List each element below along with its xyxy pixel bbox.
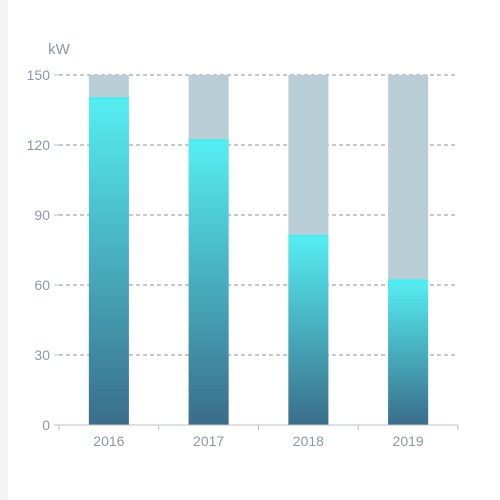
- y-axis-ticks: 0 30 60 90 120 150: [27, 67, 59, 433]
- y-tick-label: 90: [34, 207, 50, 223]
- y-tick-label: 30: [34, 347, 50, 363]
- x-tick-label: 2019: [393, 433, 424, 449]
- background-bars: [88, 75, 429, 425]
- y-tick-label: 0: [42, 417, 50, 433]
- y-tick-label: 60: [34, 277, 50, 293]
- x-tick-label: 2017: [193, 433, 224, 449]
- value-bars: [88, 97, 429, 426]
- bar-top-cap: [388, 279, 429, 282]
- x-tick-label: 2018: [293, 433, 324, 449]
- y-axis-unit-label: kW: [48, 41, 71, 58]
- bar: [388, 280, 429, 425]
- y-tick-label: 120: [27, 137, 51, 153]
- bar: [188, 140, 229, 426]
- x-tick-label: 2016: [93, 433, 124, 449]
- bar-top-cap: [188, 139, 229, 142]
- x-axis-ticks: 2016 2017 2018 2019: [58, 425, 459, 449]
- bar: [88, 98, 129, 425]
- y-tick-label: 150: [27, 67, 51, 83]
- bar: [288, 236, 329, 425]
- bar-top-cap: [88, 97, 129, 100]
- bar-top-cap: [288, 235, 329, 238]
